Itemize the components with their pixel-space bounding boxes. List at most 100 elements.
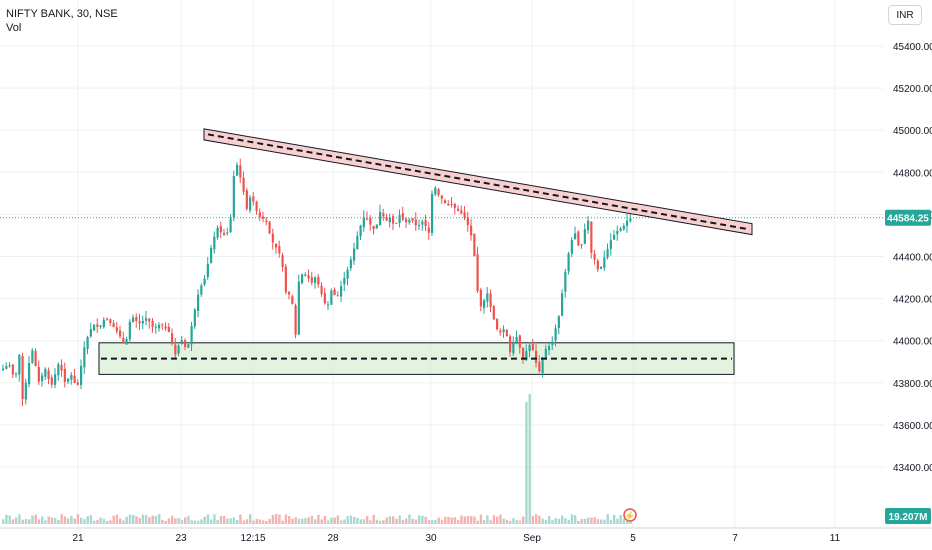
volume-bar (297, 518, 301, 524)
last-price-value: 44584.25 (887, 214, 929, 225)
time-tick-label: 7 (732, 533, 738, 544)
candle-body (479, 289, 482, 307)
last-volume-value: 19.207M (889, 512, 928, 523)
candle-body (63, 368, 66, 382)
candle-body (392, 216, 395, 224)
volume-bar (509, 520, 512, 524)
candle-body (531, 344, 534, 351)
volume-bar (2, 519, 5, 524)
candle-body (112, 323, 115, 328)
time-tick-label: 28 (327, 533, 339, 544)
candle-body (252, 196, 255, 202)
candle-body (54, 374, 57, 385)
time-axis[interactable]: 21 23 12:15 28 30 Sep 5 7 11 (0, 527, 932, 544)
candle-body (447, 203, 450, 206)
volume-indicator-label: Vol (6, 22, 22, 34)
candle-body (622, 225, 625, 230)
volume-bar (431, 519, 434, 524)
volume-bar (93, 520, 96, 524)
volume-bar (317, 514, 320, 524)
candle-body (216, 227, 219, 238)
volume-bar (109, 520, 112, 524)
event-marker-icon[interactable] (623, 508, 637, 522)
candle-body (167, 326, 170, 333)
price-tick-label: 44800.00 (893, 168, 932, 179)
candle-body (411, 218, 414, 221)
volume-bar (60, 514, 63, 524)
volume-bar (518, 520, 522, 524)
volume-bar (197, 520, 200, 524)
candle-body (512, 343, 515, 354)
volume-bar (151, 515, 154, 524)
candle-body (307, 275, 310, 279)
volume-bar (583, 518, 587, 524)
candle-body (119, 330, 122, 337)
candle-body (96, 324, 99, 327)
volume-bar (330, 517, 333, 524)
volume-bar (619, 514, 622, 524)
candle-body (505, 329, 508, 336)
volume-bar (193, 520, 197, 524)
candle-body (99, 325, 102, 327)
volume-bar (102, 518, 106, 524)
volume-bar (291, 518, 294, 524)
volume-bar (128, 514, 132, 524)
volume-bar (327, 520, 330, 524)
candle-body (613, 234, 616, 240)
candle-body (24, 382, 27, 400)
candle-body (219, 226, 222, 233)
volume-bar (551, 520, 554, 524)
volume-bar (73, 518, 76, 524)
volume-bar (574, 515, 577, 524)
volume-bar (499, 514, 502, 524)
volume-bar (268, 518, 271, 524)
volume-bar (424, 516, 427, 524)
volume-bar (567, 519, 570, 524)
candle-body (47, 370, 50, 380)
volume-bar (411, 518, 414, 524)
volume-bar (206, 514, 210, 524)
currency-button[interactable]: INR (888, 5, 922, 25)
candle-body (353, 248, 356, 261)
volume-bar (294, 517, 297, 524)
volume-bar (281, 520, 284, 524)
time-tick-label: 5 (630, 533, 636, 544)
candle-body (473, 233, 476, 256)
candle-body (34, 350, 37, 366)
volume-bar (343, 519, 346, 524)
candle-body (359, 225, 362, 237)
volume-bar (447, 516, 450, 524)
volume-bar (265, 520, 268, 524)
volume-bar (255, 518, 258, 524)
candle-body (41, 375, 44, 382)
grid-lines (0, 0, 884, 528)
candle-body (570, 240, 573, 254)
volume-bar (122, 520, 125, 524)
candle-body (626, 220, 629, 226)
price-axis[interactable]: 43400.00 43600.00 43800.00 44000.00 44200.00… (884, 0, 932, 550)
candle-body (382, 212, 385, 217)
candle-body (271, 233, 274, 243)
volume-bar (145, 515, 148, 524)
price-tick-label: 43800.00 (893, 379, 932, 390)
volume-bar (180, 519, 184, 524)
candle-body (154, 326, 157, 328)
volume-bar (593, 517, 596, 524)
volume-bar (622, 518, 626, 524)
volume-bar (548, 516, 551, 524)
candle-body (15, 373, 18, 375)
time-tick-label: 11 (830, 533, 841, 544)
candle-body (398, 215, 401, 224)
candle-body (5, 366, 8, 369)
volume-bar (174, 518, 177, 524)
price-tick-label: 43600.00 (893, 421, 932, 432)
candle-body (450, 204, 453, 206)
candle-body (567, 253, 570, 272)
resistance-trendline[interactable] (207, 133, 749, 231)
candle-body (343, 277, 346, 285)
candle-body (245, 190, 248, 209)
volume-bar (271, 514, 275, 524)
volume-bar (229, 518, 232, 524)
candle-body (600, 267, 603, 269)
